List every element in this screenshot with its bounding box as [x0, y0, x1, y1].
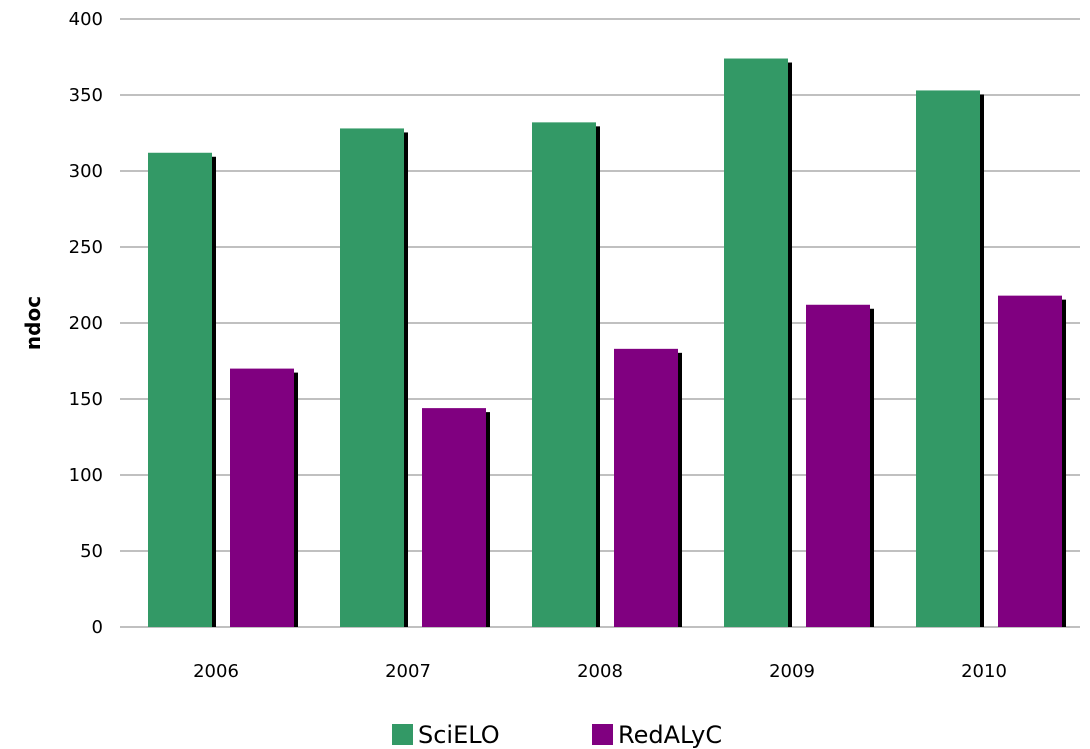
legend-label-scielo: SciELO: [418, 721, 500, 749]
bar-redalyc: [230, 368, 294, 627]
y-tick-label: 100: [69, 465, 103, 486]
bars: [148, 58, 1066, 628]
bar-redalyc: [422, 408, 486, 627]
x-tick-label: 2010: [961, 661, 1007, 682]
y-tick-label: 50: [80, 541, 103, 562]
x-axis-ticks: 2006 2007 2008 2009 2010: [193, 661, 1007, 682]
bar-scielo: [724, 58, 788, 627]
y-axis-title: ndoc: [21, 296, 45, 350]
y-tick-label: 0: [92, 617, 103, 638]
y-tick-label: 250: [69, 237, 103, 258]
y-tick-label: 350: [69, 85, 103, 106]
x-tick-label: 2007: [385, 661, 431, 682]
x-tick-label: 2008: [577, 661, 623, 682]
bar-redalyc: [614, 348, 678, 627]
x-tick-label: 2006: [193, 661, 239, 682]
legend-swatch-scielo: [392, 724, 413, 745]
y-tick-label: 200: [69, 313, 103, 334]
bar-scielo: [340, 128, 404, 627]
y-tick-label: 300: [69, 161, 103, 182]
legend-label-redalyc: RedALyC: [618, 721, 722, 749]
y-axis-ticks: 0 50 100 150 200 250 300 350 400: [69, 9, 103, 638]
bar-scielo: [916, 90, 980, 627]
bar-scielo: [148, 152, 212, 627]
bar-redalyc: [806, 304, 870, 627]
y-tick-label: 400: [69, 9, 103, 30]
x-tick-label: 2009: [769, 661, 815, 682]
legend: SciELO RedALyC: [392, 721, 722, 749]
y-tick-label: 150: [69, 389, 103, 410]
bar-redalyc: [998, 295, 1062, 627]
legend-swatch-redalyc: [592, 724, 613, 745]
bar-scielo: [532, 122, 596, 628]
